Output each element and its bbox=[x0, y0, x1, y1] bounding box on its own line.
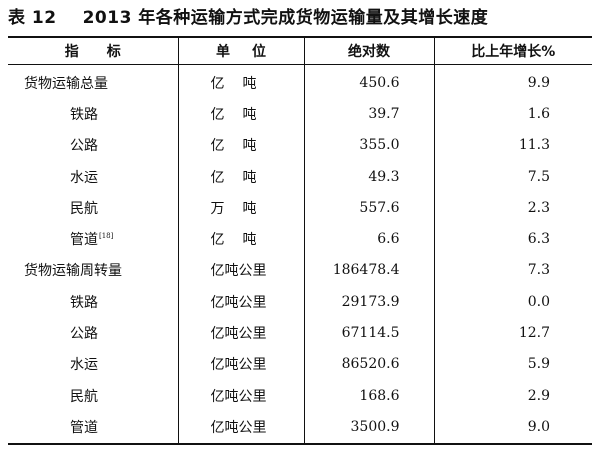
indicator-name: 水运 bbox=[70, 169, 98, 186]
indicator-cell: 货物运输总量 bbox=[8, 65, 178, 99]
footnote-marker: [18] bbox=[99, 232, 114, 241]
table-row: 水运 亿吨 49.3 7.5 bbox=[8, 160, 592, 193]
indicator-cell: 民航 bbox=[8, 380, 178, 411]
table-body: 货物运输总量 亿吨 450.6 9.9 铁路 亿吨 39.7 1.6 公路 亿吨 355.0 11.3… bbox=[8, 64, 592, 445]
indicator-name: 公路 bbox=[70, 138, 98, 155]
growth-value: 9.9 bbox=[433, 64, 592, 99]
unit-cell: 亿吨公里 bbox=[177, 379, 304, 412]
growth-value: 6.3 bbox=[433, 223, 592, 255]
indicator-cell: 货物运输周转量 bbox=[8, 255, 178, 286]
unit-value: 亿吨公里 bbox=[210, 357, 267, 374]
unit-value: 亿吨公里 bbox=[210, 388, 267, 405]
indicator-name: 铁路 bbox=[70, 294, 98, 311]
indicator-name: 铁路 bbox=[70, 106, 98, 123]
table-row: 民航 亿吨公里 168.6 2.9 bbox=[8, 379, 592, 412]
header-growth: 比上年增长% bbox=[433, 36, 592, 65]
indicator-name: 管道 bbox=[70, 232, 98, 249]
unit-cell: 亿吨 bbox=[177, 129, 304, 161]
indicator-cell: 水运 bbox=[8, 161, 178, 192]
table-row: 管道 亿吨公里 3500.9 9.0 bbox=[8, 411, 592, 445]
unit-cell: 亿吨公里 bbox=[177, 317, 304, 349]
unit-value: 亿吨公里 bbox=[210, 419, 267, 436]
indicator-name: 货物运输周转量 bbox=[24, 263, 122, 280]
unit-cell: 亿吨公里 bbox=[177, 348, 304, 380]
growth-value: 9.0 bbox=[433, 411, 592, 445]
growth-value: 2.9 bbox=[433, 379, 592, 412]
growth-value: 0.0 bbox=[433, 286, 592, 318]
table-row: 货物运输周转量 亿吨公里 186478.4 7.3 bbox=[8, 254, 592, 287]
indicator-cell: 公路 bbox=[8, 317, 178, 348]
table-row: 管道[18] 亿吨 6.6 6.3 bbox=[8, 223, 592, 255]
table-row: 铁路 亿吨 39.7 1.6 bbox=[8, 98, 592, 130]
unit-value: 亿吨 bbox=[210, 75, 275, 92]
table-caption: 表 12 2013 年各种运输方式完成货物运输量及其增长速度 bbox=[8, 6, 488, 30]
absolute-value: 86520.6 bbox=[303, 348, 434, 380]
indicator-cell: 管道[18] bbox=[8, 223, 178, 254]
unit-cell: 亿吨 bbox=[177, 64, 304, 99]
absolute-value: 67114.5 bbox=[303, 317, 434, 349]
header-absolute: 绝对数 bbox=[303, 36, 434, 65]
unit-value: 亿吨公里 bbox=[210, 326, 267, 343]
indicator-name: 管道 bbox=[70, 419, 98, 436]
absolute-value: 29173.9 bbox=[303, 286, 434, 318]
absolute-value: 450.6 bbox=[303, 64, 434, 99]
unit-cell: 亿吨 bbox=[177, 160, 304, 193]
indicator-name: 公路 bbox=[70, 326, 98, 343]
unit-value: 亿吨公里 bbox=[210, 263, 267, 280]
unit-cell: 亿吨公里 bbox=[177, 286, 304, 318]
unit-cell: 亿吨公里 bbox=[177, 411, 304, 445]
indicator-cell: 铁路 bbox=[8, 98, 178, 129]
unit-value: 亿吨 bbox=[210, 169, 275, 186]
table-header-row: 指标 单位 绝对数 比上年增长% bbox=[8, 36, 592, 65]
indicator-cell: 水运 bbox=[8, 349, 178, 380]
indicator-cell: 民航 bbox=[8, 192, 178, 223]
unit-value: 亿吨 bbox=[210, 138, 275, 155]
table-row: 货物运输总量 亿吨 450.6 9.9 bbox=[8, 64, 592, 99]
table-row: 公路 亿吨公里 67114.5 12.7 bbox=[8, 317, 592, 349]
table-row: 水运 亿吨公里 86520.6 5.9 bbox=[8, 348, 592, 380]
freight-table: 指标 单位 绝对数 比上年增长% 货物运输总量 亿吨 450.6 9.9 铁路 亿吨 39.… bbox=[8, 36, 592, 445]
indicator-cell: 管道 bbox=[8, 411, 178, 445]
absolute-value: 168.6 bbox=[303, 379, 434, 412]
table-row: 公路 亿吨 355.0 11.3 bbox=[8, 129, 592, 161]
indicator-name: 水运 bbox=[70, 357, 98, 374]
indicator-name: 民航 bbox=[70, 388, 98, 405]
growth-value: 1.6 bbox=[433, 98, 592, 130]
absolute-value: 3500.9 bbox=[303, 411, 434, 445]
unit-value: 亿吨 bbox=[210, 106, 275, 123]
absolute-value: 49.3 bbox=[303, 160, 434, 193]
growth-value: 5.9 bbox=[433, 348, 592, 380]
growth-value: 12.7 bbox=[433, 317, 592, 349]
growth-value: 7.3 bbox=[433, 254, 592, 287]
indicator-name: 货物运输总量 bbox=[24, 75, 108, 92]
indicator-name: 民航 bbox=[70, 200, 98, 217]
table-row: 民航 万吨 557.6 2.3 bbox=[8, 192, 592, 224]
absolute-value: 39.7 bbox=[303, 98, 434, 130]
header-unit: 单位 bbox=[177, 36, 304, 65]
unit-cell: 亿吨 bbox=[177, 98, 304, 130]
unit-value: 亿吨公里 bbox=[210, 294, 267, 311]
absolute-value: 557.6 bbox=[303, 192, 434, 224]
unit-cell: 万吨 bbox=[177, 192, 304, 224]
growth-value: 2.3 bbox=[433, 192, 592, 224]
header-indicator: 指标 bbox=[8, 36, 178, 65]
indicator-cell: 铁路 bbox=[8, 286, 178, 317]
table-row: 铁路 亿吨公里 29173.9 0.0 bbox=[8, 286, 592, 318]
unit-cell: 亿吨公里 bbox=[177, 254, 304, 287]
table-number: 表 12 bbox=[8, 8, 57, 28]
absolute-value: 186478.4 bbox=[303, 254, 434, 287]
absolute-value: 6.6 bbox=[303, 223, 434, 255]
unit-value: 亿吨 bbox=[210, 232, 275, 249]
table-title: 2013 年各种运输方式完成货物运输量及其增长速度 bbox=[82, 8, 489, 28]
unit-cell: 亿吨 bbox=[177, 223, 304, 255]
unit-value: 万吨 bbox=[210, 200, 275, 217]
absolute-value: 355.0 bbox=[303, 129, 434, 161]
growth-value: 11.3 bbox=[433, 129, 592, 161]
growth-value: 7.5 bbox=[433, 160, 592, 193]
indicator-cell: 公路 bbox=[8, 130, 178, 161]
